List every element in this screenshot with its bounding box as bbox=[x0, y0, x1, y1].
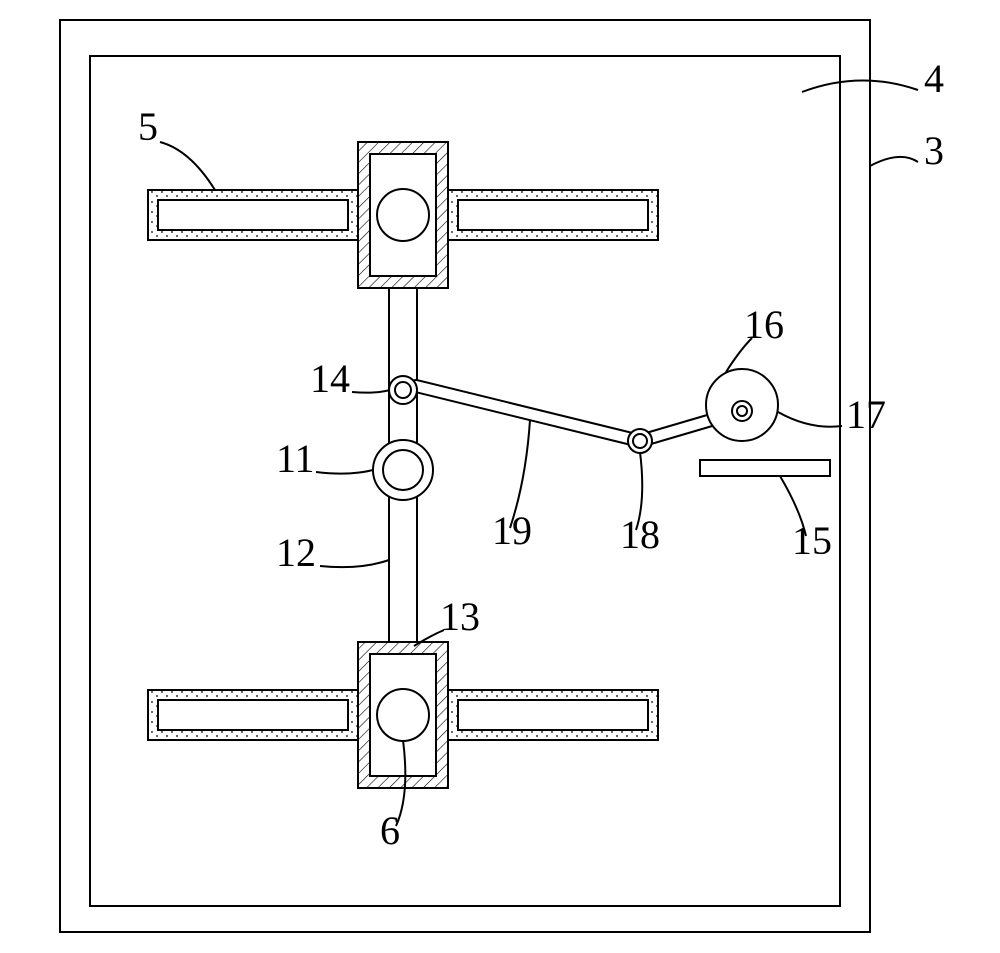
diagram-label-13: 13 bbox=[440, 594, 480, 639]
diagram-label-19: 19 bbox=[492, 508, 532, 553]
diagram-label-18: 18 bbox=[620, 512, 660, 557]
diagram-label-3: 3 bbox=[924, 128, 944, 173]
diagram-label-17: 17 bbox=[846, 392, 886, 437]
diagram-label-6: 6 bbox=[380, 808, 400, 853]
diagram-label-11: 11 bbox=[276, 436, 315, 481]
diagram-label-14: 14 bbox=[310, 356, 350, 401]
diagram-label-4: 4 bbox=[924, 56, 944, 101]
diagram-label-12: 12 bbox=[276, 530, 316, 575]
diagram-canvas: 3 4 5 6 11 12 13 14 15 16 17 18 19 bbox=[0, 0, 1000, 953]
diagram-label-5: 5 bbox=[138, 104, 158, 149]
diagram-label-16: 16 bbox=[744, 302, 784, 347]
diagram-label-15: 15 bbox=[792, 518, 832, 563]
